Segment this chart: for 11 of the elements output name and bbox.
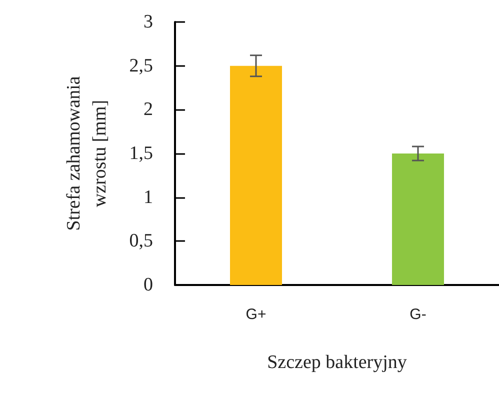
y-tick-label: 2,5 xyxy=(129,55,153,76)
y-tick-label: 1,5 xyxy=(129,143,153,164)
y-tick-label: 0,5 xyxy=(129,230,153,252)
y-tick-label: 1 xyxy=(144,186,153,208)
y-axis-title: Strefa zahamowania wzrostu [mm] xyxy=(64,76,110,231)
y-tick-label: 0 xyxy=(144,274,153,296)
x-axis-title: Szczep bakteryjny xyxy=(267,352,408,373)
y-tick-label: 2 xyxy=(144,99,153,120)
x-tick-label: G- xyxy=(410,306,426,323)
x-tick-label: G+ xyxy=(246,306,266,323)
y-tick-label: 3 xyxy=(144,12,153,32)
